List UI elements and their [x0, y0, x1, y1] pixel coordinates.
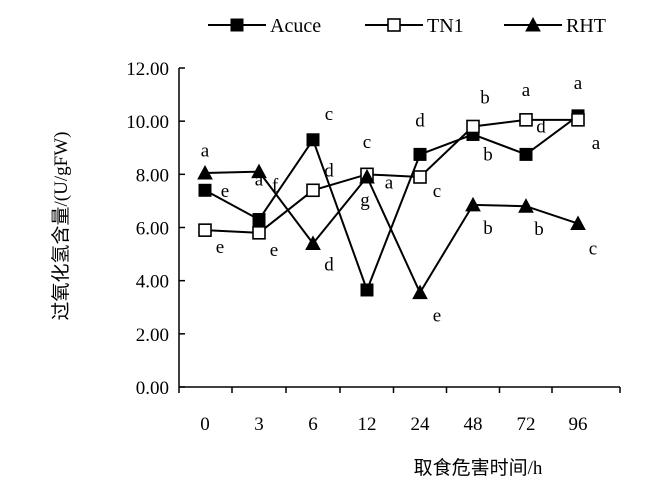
point-label-acuce: c [325, 104, 333, 125]
data-point-tn1 [571, 113, 585, 127]
data-point-rht [518, 198, 534, 213]
x-tick-label: 72 [517, 414, 536, 435]
point-label-acuce: d [536, 116, 546, 137]
point-label-tn1: a [385, 172, 394, 193]
data-point-acuce [360, 283, 374, 297]
point-label-acuce: a [201, 140, 210, 161]
point-label-rht: d [324, 254, 334, 275]
point-label-tn1: e [270, 240, 278, 261]
legend-label-acuce: Acuce [270, 15, 321, 37]
point-label-tn1: b [483, 144, 493, 165]
point-label-acuce: a [255, 170, 264, 191]
x-tick-label: 96 [569, 414, 588, 435]
x-tick-label: 12 [358, 414, 377, 435]
point-label-tn1: c [433, 181, 441, 202]
series-lines [204, 115, 579, 295]
y-tick-label: 2.00 [136, 325, 169, 346]
x-tick-label: 24 [411, 414, 431, 435]
data-point-tn1 [519, 113, 533, 127]
data-point-tn1 [306, 183, 320, 198]
data-point-rht [412, 284, 428, 300]
series-line-rht [204, 170, 579, 295]
data-point-tn1 [413, 170, 427, 184]
point-label-rht: c [589, 239, 597, 260]
point-label-rht: b [483, 218, 493, 239]
x-tick-label: 0 [200, 414, 210, 435]
x-axis-label: 取食危害时间/h [414, 457, 543, 479]
data-point-acuce [252, 213, 266, 227]
y-tick-label: 4.00 [136, 272, 169, 293]
data-point-rht [465, 196, 481, 212]
point-label-rht: b [534, 219, 544, 240]
series-line-tn1 [204, 118, 578, 234]
point-label-acuce: a [574, 73, 583, 94]
point-label-tn1: a [592, 133, 601, 154]
series-line-acuce [204, 115, 579, 293]
data-point-rht [251, 163, 267, 179]
legend-marker-tn1 [387, 18, 401, 32]
legend-marker-acuce [230, 18, 244, 32]
y-tick-label: 8.00 [136, 165, 169, 186]
legend-label-tn1: TN1 [427, 15, 464, 37]
legend-label-rht: RHT [566, 15, 606, 37]
data-point-tn1 [466, 119, 480, 134]
y-tick-label: 6.00 [136, 219, 169, 240]
data-point-rht [359, 168, 375, 184]
point-label-rht: e [221, 181, 229, 202]
point-label-rht: e [433, 306, 441, 327]
y-tick-label: 0.00 [136, 378, 169, 399]
point-label-tn1: e [216, 237, 224, 258]
y-tick-label: 12.00 [126, 59, 169, 80]
data-point-tn1 [252, 226, 266, 240]
x-tick-label: 48 [464, 414, 483, 435]
point-label-acuce: d [415, 110, 425, 131]
data-point-acuce [306, 133, 320, 147]
point-label-acuce: b [480, 87, 490, 108]
axes: 0.00 2.00 4.00 6.00 8.00 10.00 12.00 0 3 6 12 24 48 7… [126, 59, 621, 435]
data-point-acuce [413, 147, 427, 161]
point-label-rht: g [360, 190, 370, 211]
point-label-acuce: c [363, 132, 371, 153]
legend-marker-rht [525, 16, 541, 32]
series-markers [197, 109, 586, 300]
y-tick-label: 10.00 [126, 112, 169, 133]
x-tick-label: 3 [254, 414, 264, 435]
legend: Acuce TN1 RHT [208, 15, 606, 37]
data-point-acuce [198, 183, 212, 197]
data-point-rht [305, 235, 321, 250]
point-label-tn1: d [324, 160, 334, 181]
point-label-rht: f [272, 176, 279, 197]
y-axis-label: 过氧化氢含量/(U/gFW) [50, 132, 72, 321]
data-point-tn1 [198, 223, 212, 237]
data-point-acuce [519, 147, 533, 161]
data-point-rht [197, 164, 213, 180]
point-label-tn1: a [522, 80, 531, 101]
x-tick-label: 6 [308, 414, 318, 435]
data-point-rht [570, 215, 586, 231]
